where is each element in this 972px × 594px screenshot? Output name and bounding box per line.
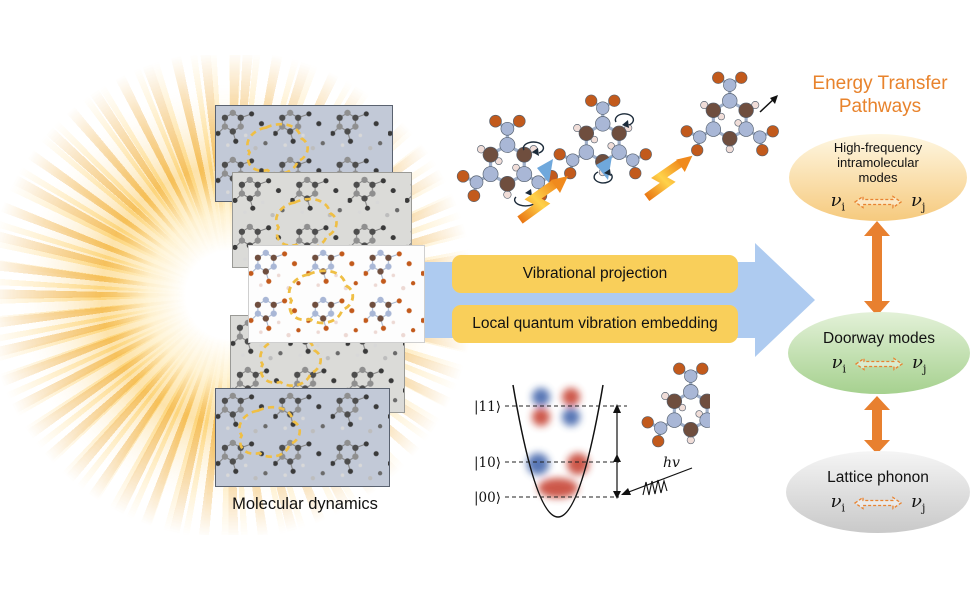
crystal-panel-3-colored <box>248 245 425 343</box>
nu-i: νi <box>830 190 846 214</box>
vibration-highlight <box>537 159 553 183</box>
mode-coupling-row: νi νj <box>831 491 926 515</box>
vibrational-projection-box: Vibrational projection <box>452 255 738 293</box>
nu-j: νj <box>911 491 926 515</box>
nu-j: νj <box>911 190 926 214</box>
molecule-icon <box>640 361 710 449</box>
pathways-title-line1: Energy Transfer <box>812 73 948 94</box>
vibrational-projection-label: Vibrational projection <box>522 265 668 282</box>
pathways-title-line2: Pathways <box>838 96 922 118</box>
vibration-arrowhead <box>770 95 778 104</box>
coupling-double-arrow-icon <box>864 221 890 316</box>
potential-well-curve <box>512 384 604 518</box>
photon-label: hv <box>663 455 680 471</box>
quantum-vibration-diagram: |11⟩ |10⟩ |00⟩ hv <box>474 361 710 518</box>
dashed-exchange-arrow-icon <box>853 496 903 510</box>
pathway-node-high-frequency: High-frequency intramolecular modes νi ν… <box>789 134 967 221</box>
level-label-11: |11⟩ <box>474 399 501 415</box>
pathways-title: Energy Transfer Pathways <box>788 72 972 118</box>
nu-j: νj <box>912 352 927 376</box>
crystal-panel-5 <box>215 388 390 487</box>
transition-arrow <box>613 404 621 499</box>
mode-coupling-row: νi νj <box>832 352 927 376</box>
energy-level-lines <box>505 405 627 498</box>
energy-hopping-molecules <box>455 70 781 248</box>
lattice-label: Lattice phonon <box>827 469 929 487</box>
mode-coupling-row: νi νj <box>831 190 926 214</box>
dashed-exchange-arrow-icon <box>853 195 903 209</box>
high-frequency-label: High-frequency intramolecular modes <box>833 140 923 186</box>
level-label-10: |10⟩ <box>474 455 501 471</box>
level-label-00: |00⟩ <box>474 490 501 506</box>
local-embedding-box: Local quantum vibration embedding <box>452 305 738 343</box>
pathway-node-doorway: Doorway modes νi νj <box>788 312 970 394</box>
doorway-label: Doorway modes <box>823 330 935 348</box>
photon-wave-icon <box>621 467 693 496</box>
coupling-double-arrow-icon <box>864 396 890 454</box>
lightning-bolt-icon <box>647 156 693 198</box>
dashed-exchange-arrow-icon <box>854 357 904 371</box>
local-embedding-label: Local quantum vibration embedding <box>472 315 718 332</box>
pathway-node-lattice-phonon: Lattice phonon νi νj <box>786 451 970 533</box>
nu-i: νi <box>830 491 846 515</box>
molecule-icon <box>679 70 781 158</box>
nu-i: νi <box>831 352 847 376</box>
molecular-dynamics-caption: Molecular dynamics <box>232 495 378 513</box>
vibration-arrowheads <box>525 120 629 196</box>
wavefunction-blobs <box>527 388 589 498</box>
